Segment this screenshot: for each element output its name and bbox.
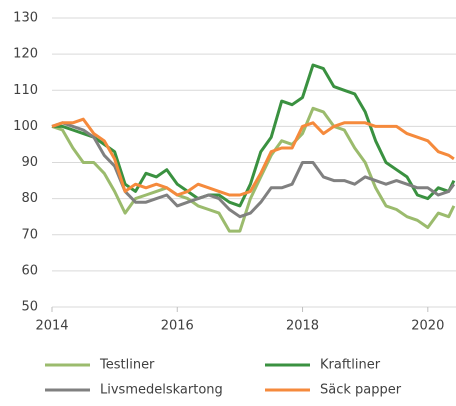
x-tick-label: 2020 bbox=[411, 319, 444, 334]
x-tick-label: 2016 bbox=[161, 319, 194, 334]
y-tick-label: 70 bbox=[21, 227, 38, 242]
series-line bbox=[51, 117, 455, 197]
y-tick-label: 60 bbox=[21, 263, 38, 278]
y-tick-label: 80 bbox=[21, 191, 38, 206]
legend-label: Kraftliner bbox=[320, 358, 381, 373]
series-line bbox=[52, 63, 456, 208]
series-line bbox=[51, 106, 456, 233]
legend-label: Säck papper bbox=[320, 383, 402, 398]
y-tick-label: 90 bbox=[21, 155, 38, 170]
legend-label: Testliner bbox=[99, 358, 155, 373]
y-tick-label: 130 bbox=[13, 11, 38, 26]
series-line bbox=[51, 121, 456, 219]
x-tick-label: 2018 bbox=[286, 319, 319, 334]
y-tick-label: 50 bbox=[21, 300, 38, 315]
x-tick-label: 2014 bbox=[35, 319, 68, 334]
y-tick-label: 110 bbox=[13, 83, 38, 98]
y-tick-label: 120 bbox=[13, 47, 38, 62]
legend-label: Livsmedelskartong bbox=[100, 383, 223, 398]
y-tick-label: 100 bbox=[13, 119, 38, 134]
